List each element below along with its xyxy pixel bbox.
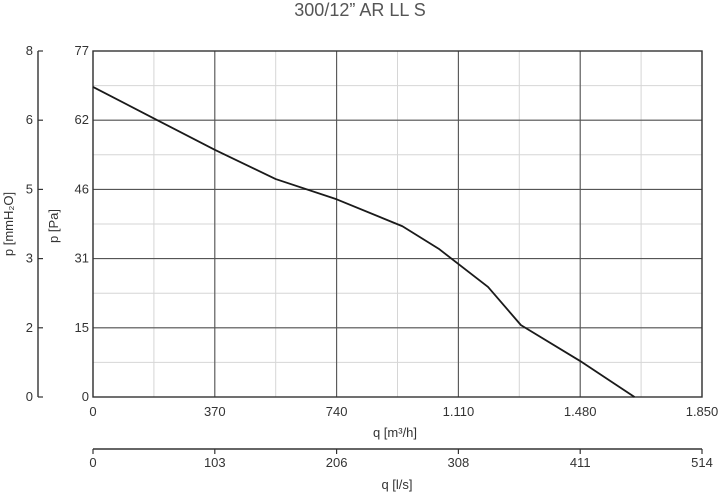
x2-tick-label: 0 <box>89 455 96 470</box>
plot-frame <box>92 50 703 398</box>
y-tick-label: 15 <box>75 320 89 335</box>
x-axis-label: q [m³/h] <box>373 425 417 440</box>
y2-axis-label: p [mmH₂O] <box>1 192 16 256</box>
y2-tick-label: 0 <box>26 389 33 404</box>
x-tick-label: 0 <box>89 404 96 419</box>
series-layer <box>92 86 636 398</box>
y2-tick-label: 2 <box>26 320 33 335</box>
x2-tick-label: 103 <box>204 455 226 470</box>
y2-tick-label: 3 <box>26 251 33 266</box>
tick-labels: 0 2 3 5 6 8 0 15 31 46 62 77 0 370 740 1.110 1.480 1.850 0… <box>26 43 719 470</box>
x2-tick-label: 308 <box>448 455 470 470</box>
axes <box>37 50 703 454</box>
x-tick-label: 370 <box>204 404 226 419</box>
y-tick-label: 77 <box>75 43 89 58</box>
x2-tick-label: 514 <box>691 455 713 470</box>
y-axis-label: p [Pa] <box>46 209 61 243</box>
x-tick-label: 1.850 <box>686 404 719 419</box>
y-tick-label: 31 <box>75 251 89 266</box>
x2-tick-label: 411 <box>570 455 591 470</box>
x2-tick-label: 206 <box>326 455 348 470</box>
y2-tick-label: 5 <box>26 181 33 196</box>
y2-tick-label: 6 <box>26 112 33 127</box>
x-tick-label: 1.110 <box>443 404 475 419</box>
x-tick-label: 1.480 <box>564 404 597 419</box>
series-line-0 <box>92 86 636 398</box>
y-tick-label: 0 <box>82 389 89 404</box>
chart-title: 300/12” AR LL S <box>294 0 425 20</box>
y-tick-label: 62 <box>75 112 89 127</box>
x-tick-label: 740 <box>326 404 348 419</box>
x2-axis-label: q [l/s] <box>381 477 412 492</box>
y-tick-label: 46 <box>75 181 89 196</box>
y2-tick-label: 8 <box>26 43 33 58</box>
